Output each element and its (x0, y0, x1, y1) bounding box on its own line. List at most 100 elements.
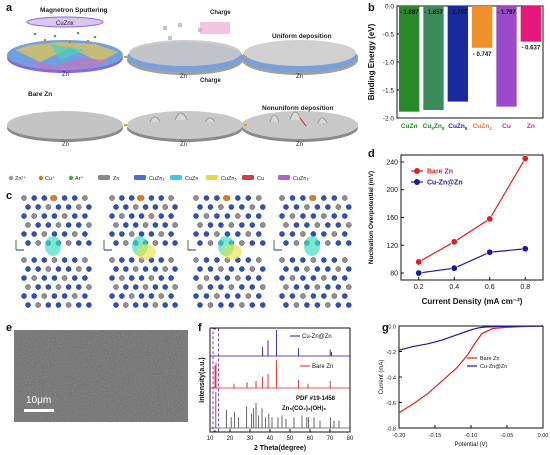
atom-3-9-0 (283, 284, 289, 290)
atom-3-0-2 (300, 195, 306, 201)
chart-g-frame (398, 325, 544, 429)
atom-0-11-4 (65, 302, 72, 308)
atom-0-6-1 (31, 257, 37, 263)
atom-3-6-3 (310, 257, 317, 263)
atom-0-2-2 (41, 213, 48, 219)
chart-g-lsv: -0.20 -0.15 -0.10 -0.05 0.00 0.0 -0.2 -0.4 -0.6 -… (379, 325, 548, 449)
label-target: CuZnx (56, 21, 74, 27)
chart-d-point-0-3 (521, 154, 529, 162)
atom-0-9-3 (55, 284, 62, 290)
atom-0-5-4 (65, 240, 72, 246)
atom-3-7-0 (283, 266, 289, 272)
f-xtick-label-4: 50 (287, 436, 294, 442)
atom-0-2-3 (51, 213, 58, 219)
chart-d-point-0-0 (415, 258, 423, 266)
structure-3 (273, 195, 352, 308)
atom-2-3-1 (207, 222, 214, 228)
charge-density-0 (45, 236, 61, 256)
atom-2-10-6 (256, 293, 262, 299)
atom-1-6-2 (128, 257, 135, 263)
atom-2-3-2 (218, 222, 224, 228)
atom-1-3-1 (123, 222, 129, 228)
atom-1-5-1 (123, 240, 129, 246)
atom-1-1-0 (113, 204, 119, 210)
atom-3-6-0 (279, 257, 285, 263)
atom-3-7-3 (314, 266, 321, 272)
atom-1-10-0 (109, 293, 115, 299)
atom-2-1-3 (228, 204, 235, 210)
b-bar-1 (423, 6, 444, 110)
atom-2-2-3 (224, 213, 231, 219)
atom-1-5-0 (113, 240, 119, 246)
atom-3-5-4 (325, 240, 331, 246)
atom-2-3-3 (228, 222, 235, 228)
atom-1-6-5 (158, 257, 164, 263)
atom-0-11-5 (76, 302, 82, 308)
atom-2-8-6 (256, 275, 262, 281)
atom-1-1-4 (152, 204, 159, 210)
atom-3-8-3 (310, 275, 317, 281)
disc-bottom-1 (7, 111, 123, 142)
atom-1-4-2 (128, 231, 135, 237)
atom-0-1-4 (65, 204, 72, 210)
sputter-drops (33, 31, 97, 39)
atom-2-8-1 (203, 275, 210, 281)
atom-3-3-5 (335, 222, 342, 228)
atom-0-9-1 (35, 284, 41, 290)
atom-3-11-2 (304, 302, 310, 308)
atom-2-11-6 (260, 302, 266, 308)
f-legend-label-0: Cu-Zn@Zn (302, 334, 332, 340)
atom-0-7-3 (55, 266, 62, 272)
atom-2-8-0 (193, 275, 199, 281)
b-ytick-label-0: 0.0 (385, 4, 394, 11)
atom-3-9-1 (293, 284, 300, 290)
atom-1-11-1 (123, 302, 129, 308)
atom-2-4-2 (214, 231, 220, 237)
atom-1-3-3 (142, 222, 149, 228)
panel-label-g: g (382, 322, 389, 334)
chart-g-ytick-label-4: -0.8 (387, 427, 396, 433)
scale-bar (24, 409, 54, 412)
legend-label-8: CuZn₂ (293, 176, 309, 182)
atom-2-3-6 (260, 222, 266, 228)
atom-0-9-0 (25, 284, 31, 290)
atom-1-9-5 (162, 284, 168, 290)
atom-1-10-4 (148, 293, 155, 299)
atom-3-2-3 (310, 213, 317, 219)
atom-2-10-2 (214, 293, 220, 299)
atom-3-2-1 (289, 213, 296, 219)
atom-2-10-5 (245, 293, 252, 299)
atom-3-7-4 (325, 266, 331, 272)
chart-d-nucleation: 0.2 0.4 0.6 0.8 80 120 160 200 240 Current Densit… (368, 154, 544, 306)
atom-1-4-5 (158, 231, 164, 237)
legend-swatch-5 (170, 175, 182, 180)
atom-3-1-6 (346, 204, 352, 210)
b-value-label-2: - 1.707 (448, 10, 467, 16)
zn-label-4: Zn (62, 142, 69, 148)
f-xtick-label-7: 80 (347, 436, 354, 442)
atom-0-8-1 (31, 275, 37, 281)
atom-3-1-0 (283, 204, 289, 210)
atom-2-7-3 (228, 266, 235, 272)
chart-g-xtick-label-3: -0.05 (501, 433, 514, 439)
chart-d-series-line-1 (418, 248, 526, 274)
atom-2-5-0 (197, 240, 203, 246)
atom-3-9-2 (304, 284, 310, 290)
atom-1-7-0 (113, 266, 119, 272)
panel-label-c: c (6, 190, 13, 202)
atom-0-3-4 (65, 222, 72, 228)
f-xlabel: 2 Theta(degree) (254, 445, 306, 452)
atom-1-2-1 (119, 213, 125, 219)
chart-g-xlabel: Potential (V) (454, 442, 487, 448)
cu-atom-1 (137, 195, 143, 201)
atom-2-1-6 (260, 204, 266, 210)
atom-0-3-1 (35, 222, 41, 228)
atom-2-8-5 (245, 275, 252, 281)
atom-3-6-4 (321, 257, 327, 263)
atom-1-10-6 (168, 293, 174, 299)
zn-label-3: Zn (296, 74, 303, 80)
atom-3-3-2 (304, 222, 310, 228)
atom-3-10-3 (310, 293, 317, 299)
atom-3-4-2 (300, 231, 306, 237)
legend-label-0: Zn²⁺ (15, 175, 26, 182)
